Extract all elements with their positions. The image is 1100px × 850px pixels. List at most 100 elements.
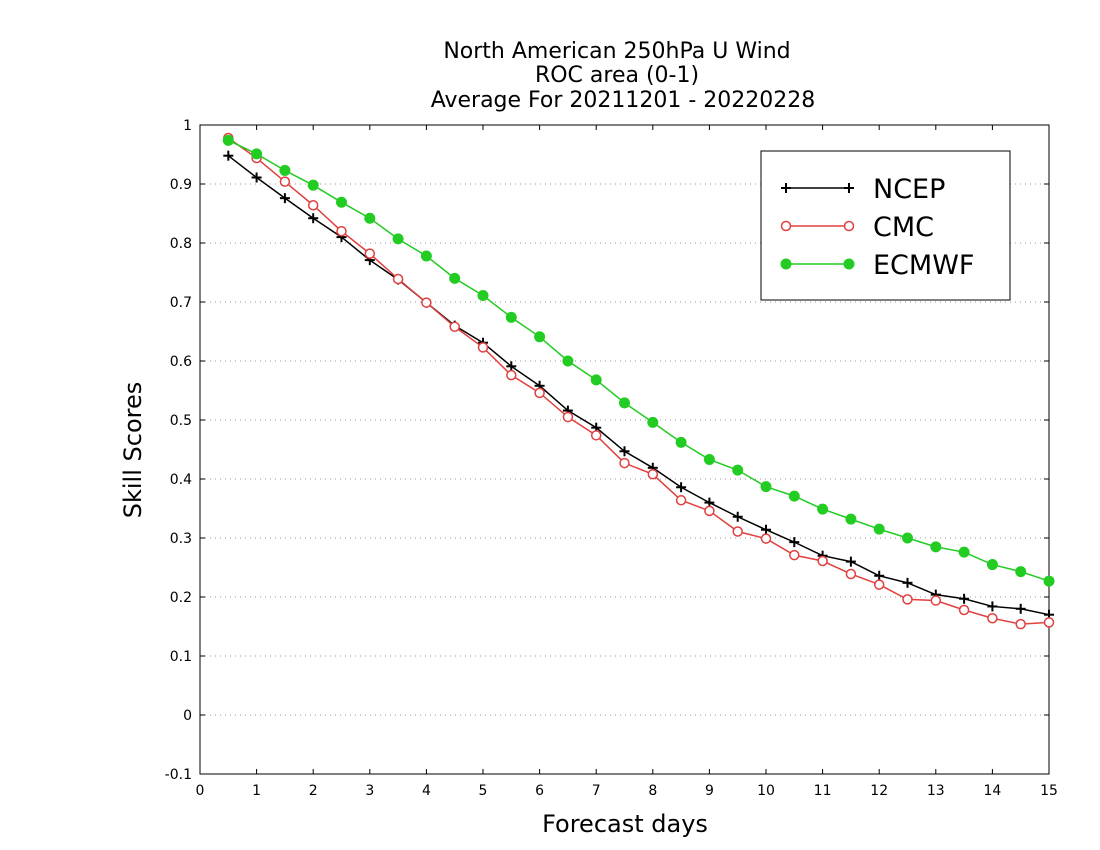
y-tick-label: 0.1 — [170, 649, 192, 665]
data-point-ecmwf — [817, 503, 829, 515]
data-point-ecmwf — [958, 546, 970, 558]
data-point-cmc — [1015, 618, 1026, 630]
x-tick-label: 11 — [814, 783, 832, 799]
data-point-cmc — [534, 387, 545, 399]
data-point-cmc — [392, 273, 404, 285]
data-point-ncep — [732, 511, 743, 522]
legend-marker-ncep — [781, 183, 791, 193]
x-axis: 0 1 2 3 4 5 6 7 8 9 10 11 12 13 14 15 — [196, 125, 1058, 799]
data-point-cmc — [336, 225, 347, 237]
data-point-cmc — [279, 176, 291, 187]
data-point-ecmwf — [703, 454, 715, 466]
legend: NCEP CMC ECMWF — [760, 150, 1011, 301]
data-point-cmc — [675, 494, 687, 506]
data-point-cmc — [1043, 617, 1055, 628]
data-point-cmc — [902, 594, 913, 605]
chart-title: North American 250hPa U Wind ROC area (0… — [431, 39, 816, 113]
data-point-ncep — [676, 482, 687, 493]
data-point-ecmwf — [619, 397, 630, 409]
data-point-ncep — [619, 446, 630, 457]
data-point-ecmwf — [788, 490, 800, 502]
legend-marker-cmc — [780, 220, 792, 232]
data-point-ecmwf — [732, 464, 744, 476]
data-point-ncep — [789, 537, 800, 548]
x-tick-label: 8 — [648, 783, 657, 799]
data-point-ncep — [223, 150, 234, 161]
y-tick-label: 0.4 — [170, 472, 192, 488]
data-point-ncep — [761, 524, 771, 535]
data-point-ncep — [987, 601, 998, 612]
legend-marker-cmc — [843, 220, 855, 232]
y-tick-label: 0.2 — [170, 590, 192, 606]
data-point-cmc — [307, 199, 319, 211]
x-tick-label: 2 — [309, 783, 318, 799]
data-point-ecmwf — [449, 272, 461, 284]
x-tick-label: 14 — [983, 783, 1001, 799]
x-tick-label: 12 — [870, 783, 888, 799]
data-point-cmc — [817, 555, 828, 567]
y-tick-label: 0.3 — [170, 531, 192, 547]
data-point-ecmwf — [590, 374, 602, 386]
legend-label-cmc: CMC — [873, 212, 934, 243]
y-tick-label: 1 — [183, 118, 192, 134]
y-axis-label: Skill Scores — [119, 382, 147, 519]
x-tick-label: 9 — [705, 783, 714, 799]
data-point-ecmwf — [760, 481, 772, 493]
data-point-cmc — [930, 595, 942, 606]
x-tick-label: 6 — [535, 783, 544, 799]
data-point-cmc — [789, 549, 800, 561]
data-point-ecmwf — [420, 250, 432, 262]
data-point-cmc — [562, 411, 574, 423]
y-tick-label: 0.9 — [170, 177, 192, 193]
data-point-ncep — [506, 361, 517, 372]
data-point-ncep — [874, 570, 885, 581]
x-tick-label: 7 — [592, 783, 601, 799]
data-point-cmc — [590, 430, 602, 441]
y-tick-label: 0.8 — [170, 236, 192, 252]
data-point-ecmwf — [477, 290, 489, 302]
data-point-ecmwf — [336, 196, 347, 208]
data-point-cmc — [873, 579, 885, 590]
data-point-cmc — [732, 526, 743, 537]
data-point-ncep — [959, 593, 970, 604]
data-point-ncep — [308, 213, 319, 224]
y-tick-label: -0.1 — [165, 767, 192, 783]
plot-frame — [199, 124, 1050, 775]
data-point-ncep — [251, 172, 262, 183]
y-tick-label: 0 — [183, 708, 192, 724]
data-point-cmc — [958, 604, 970, 616]
legend-marker-ecmwf — [843, 258, 855, 270]
data-point-cmc — [619, 457, 630, 469]
data-point-ecmwf — [534, 331, 546, 343]
data-point-cmc — [364, 248, 376, 259]
legend-items: NCEP CMC ECMWF — [780, 174, 974, 281]
data-point-ecmwf — [251, 148, 263, 160]
series-cmc — [223, 132, 1055, 630]
data-point-cmc — [760, 533, 772, 544]
x-tick-label: 5 — [479, 783, 488, 799]
data-point-ecmwf — [392, 233, 404, 245]
data-point-cmc — [449, 321, 460, 333]
legend-entry-ncep: NCEP — [781, 174, 945, 205]
data-point-ecmwf — [505, 311, 517, 323]
data-point-cmc — [506, 369, 517, 381]
data-point-ecmwf — [930, 541, 942, 553]
series-group — [222, 132, 1055, 630]
legend-entry-cmc: CMC — [780, 212, 934, 243]
legend-marker-ncep — [844, 183, 854, 193]
data-point-ncep — [902, 577, 913, 588]
data-point-ecmwf — [562, 355, 574, 367]
x-tick-label: 4 — [422, 783, 431, 799]
data-point-ncep — [1015, 603, 1026, 614]
data-point-ncep — [279, 193, 290, 204]
data-point-ecmwf — [986, 559, 998, 571]
data-point-cmc — [987, 612, 998, 624]
data-point-ecmwf — [364, 212, 376, 224]
title-line-3: Average For 20211201 - 20220228 — [431, 88, 816, 113]
x-tick-label: 10 — [757, 783, 775, 799]
data-point-ncep — [845, 556, 856, 567]
legend-marker-ecmwf — [780, 258, 792, 270]
series-ecmwf — [222, 134, 1055, 587]
legend-label-ecmwf: ECMWF — [873, 250, 974, 281]
